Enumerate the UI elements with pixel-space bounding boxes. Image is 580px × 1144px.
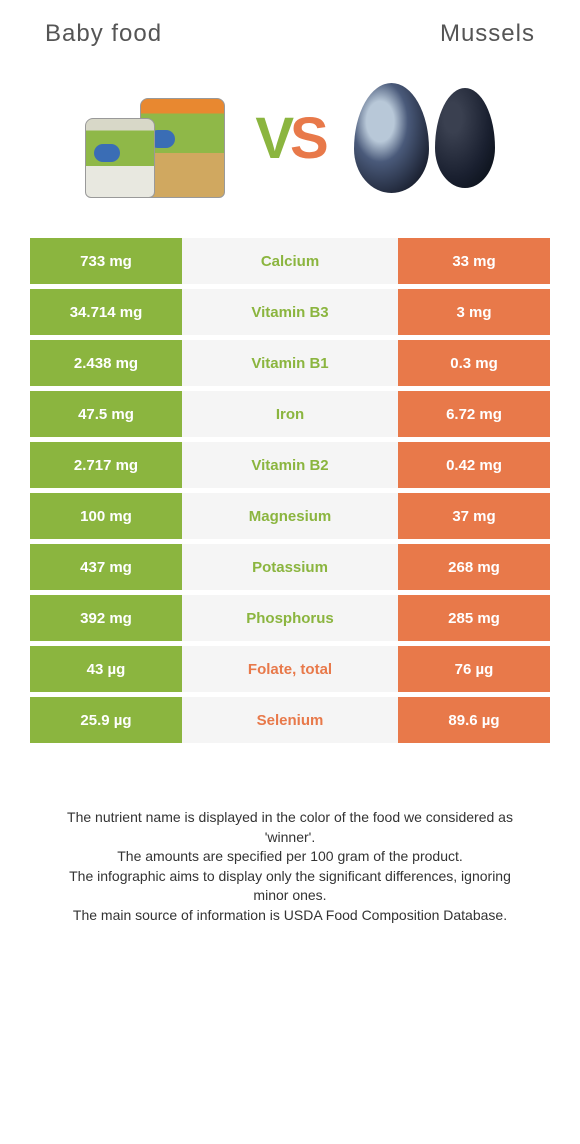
left-value: 25.9 µg [30,697,182,743]
right-value: 0.42 mg [398,442,550,488]
table-row: 43 µgFolate, total76 µg [30,646,550,692]
table-row: 2.438 mgVitamin B10.3 mg [30,340,550,386]
table-row: 47.5 mgIron6.72 mg [30,391,550,437]
right-value: 268 mg [398,544,550,590]
left-value: 100 mg [30,493,182,539]
right-value: 76 µg [398,646,550,692]
right-value: 89.6 µg [398,697,550,743]
nutrient-name: Magnesium [182,493,398,539]
nutrient-name: Selenium [182,697,398,743]
footer-line: The nutrient name is displayed in the co… [50,808,530,847]
left-value: 43 µg [30,646,182,692]
nutrient-name: Vitamin B2 [182,442,398,488]
right-value: 6.72 mg [398,391,550,437]
baby-food-image [75,78,235,198]
right-value: 0.3 mg [398,340,550,386]
images-row: VS [30,58,550,238]
header-row: Baby food Mussels [30,20,550,58]
vs-s: S [290,106,325,171]
right-value: 33 mg [398,238,550,284]
table-row: 2.717 mgVitamin B20.42 mg [30,442,550,488]
vs-v: V [255,106,290,171]
mussels-image [345,78,505,198]
comparison-table: 733 mgCalcium33 mg 34.714 mgVitamin B33 m… [30,238,550,743]
left-value: 34.714 mg [30,289,182,335]
left-title: Baby food [45,20,162,48]
right-value: 285 mg [398,595,550,641]
mussel-icon [354,83,429,193]
footer-line: The main source of information is USDA F… [50,906,530,926]
table-row: 733 mgCalcium33 mg [30,238,550,284]
table-row: 437 mgPotassium268 mg [30,544,550,590]
nutrient-name: Vitamin B3 [182,289,398,335]
nutrient-name: Calcium [182,238,398,284]
left-value: 733 mg [30,238,182,284]
footer-line: The amounts are specified per 100 gram o… [50,847,530,867]
nutrient-name: Potassium [182,544,398,590]
jar-icon [85,118,155,198]
footer-notes: The nutrient name is displayed in the co… [30,748,550,926]
table-row: 100 mgMagnesium37 mg [30,493,550,539]
nutrient-name: Phosphorus [182,595,398,641]
vs-label: VS [255,105,324,172]
left-value: 392 mg [30,595,182,641]
nutrient-name: Folate, total [182,646,398,692]
right-title: Mussels [440,20,535,48]
left-value: 437 mg [30,544,182,590]
nutrient-name: Iron [182,391,398,437]
table-row: 25.9 µgSelenium89.6 µg [30,697,550,743]
left-value: 2.717 mg [30,442,182,488]
right-value: 3 mg [398,289,550,335]
right-value: 37 mg [398,493,550,539]
nutrient-name: Vitamin B1 [182,340,398,386]
mussel-icon [435,88,495,188]
table-row: 34.714 mgVitamin B33 mg [30,289,550,335]
footer-line: The infographic aims to display only the… [50,867,530,906]
left-value: 2.438 mg [30,340,182,386]
table-row: 392 mgPhosphorus285 mg [30,595,550,641]
left-value: 47.5 mg [30,391,182,437]
